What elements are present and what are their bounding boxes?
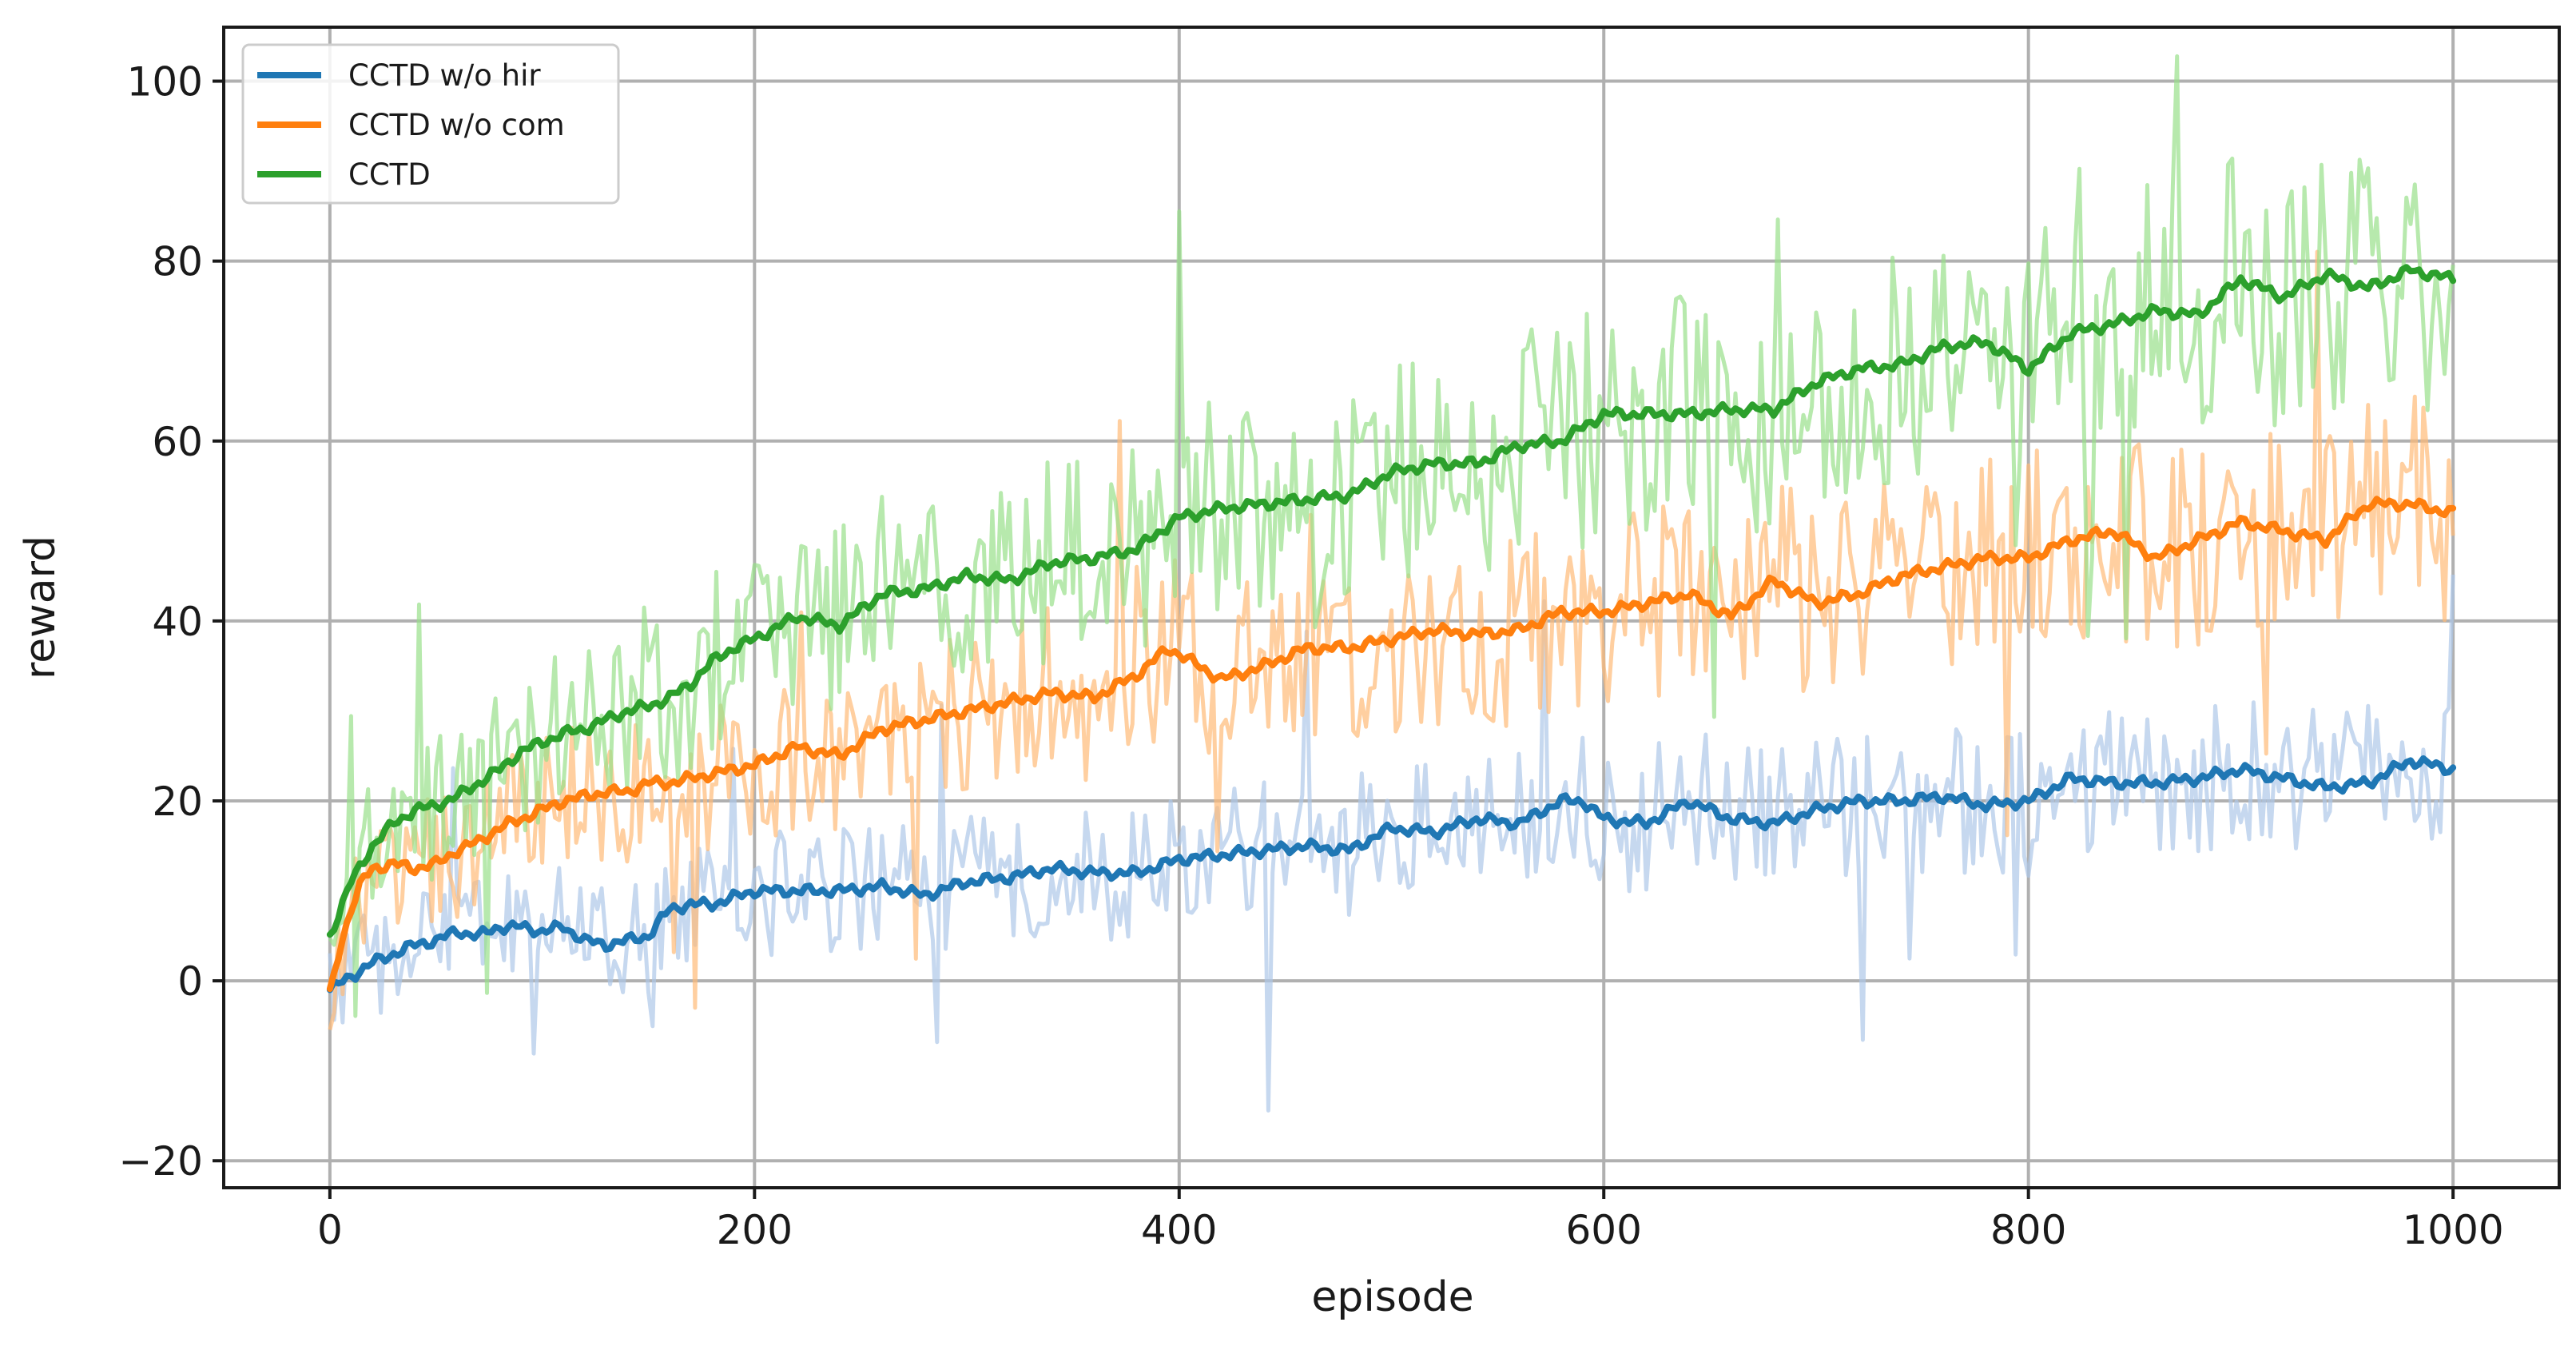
y-tick-label: −20	[118, 1138, 203, 1185]
y-tick-label: 100	[127, 59, 203, 106]
x-tick-label: 1000	[2403, 1207, 2504, 1253]
y-axis-ticks: −20 0 20 40 60 80 100	[118, 59, 224, 1185]
y-tick-label: 40	[152, 599, 203, 645]
plot-area-frame	[222, 26, 2561, 1189]
y-tick-label: 20	[152, 779, 203, 825]
y-tick-label: 80	[152, 239, 203, 285]
raw-series-line	[328, 249, 2455, 1030]
series-line	[326, 496, 2457, 993]
x-tick-label: 600	[1566, 1207, 1642, 1253]
x-axis-ticks: 0 200 400 600 800 1000	[317, 1188, 2504, 1253]
y-axis-label: reward	[17, 536, 65, 679]
x-tick-label: 400	[1141, 1207, 1217, 1253]
legend-box	[241, 43, 620, 205]
series-line	[326, 264, 2457, 938]
legend-entry-label: CCTD	[348, 157, 431, 192]
legend: CCTD w/o hir CCTD w/o com CCTD	[241, 43, 620, 205]
y-tick-label: 60	[152, 419, 203, 465]
x-axis-label: episode	[1311, 1273, 1473, 1321]
x-tick-label: 800	[1990, 1207, 2066, 1253]
y-tick-label: 0	[177, 958, 203, 1005]
series-line	[326, 755, 2457, 994]
x-tick-label: 0	[317, 1207, 343, 1253]
x-tick-label: 200	[717, 1207, 793, 1253]
legend-entry-label: CCTD w/o hir	[348, 58, 541, 93]
legend-entry-label: CCTD w/o com	[348, 108, 565, 142]
smoothed-series-layer	[326, 264, 2457, 994]
